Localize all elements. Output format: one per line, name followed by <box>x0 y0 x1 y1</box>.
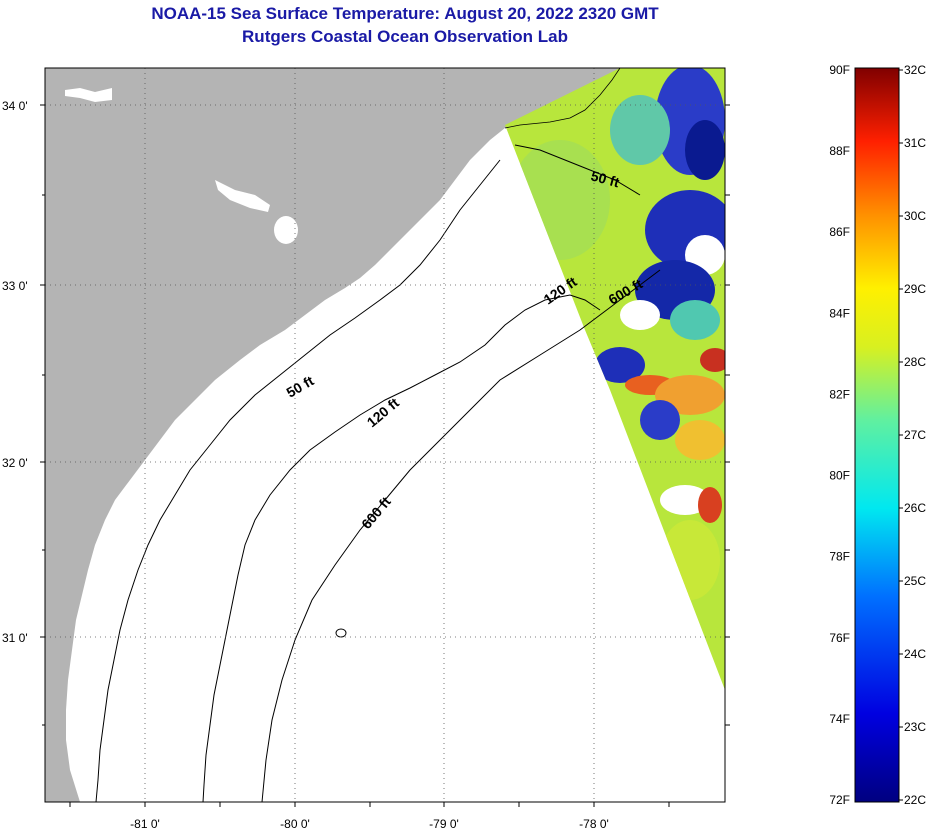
map-frame <box>44 67 726 803</box>
colorbar-c-label: 27C <box>904 428 926 442</box>
chart-title: NOAA-15 Sea Surface Temperature: August … <box>151 4 659 23</box>
chart-subtitle: Rutgers Coastal Ocean Observation Lab <box>242 27 568 46</box>
colorbar-f-label: 72F <box>829 793 850 807</box>
colorbar-f-label: 86F <box>829 225 850 239</box>
colorbar-f-label: 80F <box>829 469 850 483</box>
map-ticks <box>40 104 730 807</box>
contour-600ft <box>261 269 661 802</box>
colorbar-c-label: 32C <box>904 63 926 77</box>
colorbar-c-label: 23C <box>904 720 926 734</box>
lon-tick-label: -78 0' <box>579 817 609 831</box>
lake <box>65 88 112 102</box>
colorbar-gradient <box>854 67 900 803</box>
colorbar-f-label: 74F <box>829 712 850 726</box>
lat-tick-label: 33 0' <box>2 279 28 293</box>
colorbar-f-label: 88F <box>829 144 850 158</box>
lon-tick-label: -80 0' <box>280 817 310 831</box>
colorbar-f-label: 82F <box>829 387 850 401</box>
lake <box>215 180 270 212</box>
colorbar-c-label: 25C <box>904 574 926 588</box>
lake <box>274 216 298 244</box>
colorbar-c-label: 31C <box>904 136 926 150</box>
contour-50ft <box>95 144 641 802</box>
lat-tick-label: 32 0' <box>2 456 28 470</box>
contour-label-50ft-north: 50 ft <box>589 167 621 190</box>
colorbar-c-label: 22C <box>904 793 926 807</box>
colorbar-f-label: 84F <box>829 306 850 320</box>
land-mass <box>45 68 620 802</box>
colorbar-c-label: 30C <box>904 209 926 223</box>
graticule <box>45 68 725 802</box>
lon-tick-label: -81 0' <box>130 817 160 831</box>
lat-tick-label: 31 0' <box>2 631 28 645</box>
lat-tick-label: 34 0' <box>2 99 28 113</box>
colorbar-c-label: 29C <box>904 282 926 296</box>
colorbar-f-label: 90F <box>829 63 850 77</box>
colorbar-c-label: 26C <box>904 501 926 515</box>
colorbar-f-label: 78F <box>829 550 850 564</box>
lon-tick-label: -79 0' <box>429 817 459 831</box>
colorbar-c-label: 28C <box>904 355 926 369</box>
contour-120ft <box>202 294 601 802</box>
colorbar-f-label: 76F <box>829 631 850 645</box>
colorbar-c-label: 24C <box>904 647 926 661</box>
